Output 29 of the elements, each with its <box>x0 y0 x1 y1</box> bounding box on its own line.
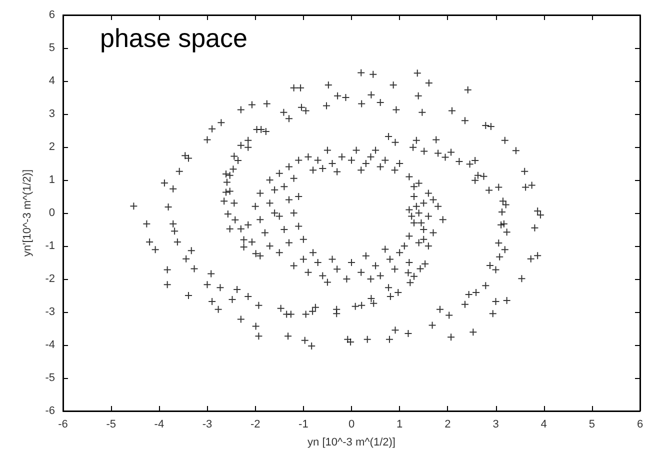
x-tick-label: 1 <box>396 418 403 430</box>
y-tick-label: -1 <box>45 240 55 252</box>
chart-title: phase space <box>100 23 248 53</box>
x-tick-label: 3 <box>492 418 499 430</box>
x-tick-label: 5 <box>588 418 595 430</box>
y-tick-label: 1 <box>48 174 55 186</box>
y-tick-label: 3 <box>48 108 55 120</box>
y-tick-label: 6 <box>48 9 55 21</box>
y-tick-label: -5 <box>45 372 55 384</box>
x-tick-label: -3 <box>202 418 212 430</box>
y-tick-label: -2 <box>45 273 55 285</box>
x-tick-label: 4 <box>540 418 547 430</box>
x-tick-label: 0 <box>348 418 355 430</box>
x-tick-label: -5 <box>106 418 116 430</box>
y-tick-label: 0 <box>48 207 55 219</box>
y-tick-label: 5 <box>48 42 55 54</box>
y-tick-label: 2 <box>48 141 55 153</box>
y-axis-title: yn'[10^-3 m^(1/2)] <box>22 169 34 257</box>
x-tick-label: 6 <box>636 418 644 430</box>
y-tick-label: -6 <box>45 405 55 417</box>
y-tick-label: 4 <box>48 75 55 87</box>
x-tick-label: -1 <box>298 418 308 430</box>
x-tick-label: 2 <box>444 418 451 430</box>
x-tick-label: -6 <box>58 418 68 430</box>
x-tick-label: -2 <box>250 418 260 430</box>
x-tick-label: -4 <box>154 418 164 430</box>
y-tick-label: -4 <box>45 339 55 351</box>
y-tick-label: -3 <box>45 306 55 318</box>
x-axis-title: yn [10^-3 m^(1/2)] <box>308 436 396 448</box>
